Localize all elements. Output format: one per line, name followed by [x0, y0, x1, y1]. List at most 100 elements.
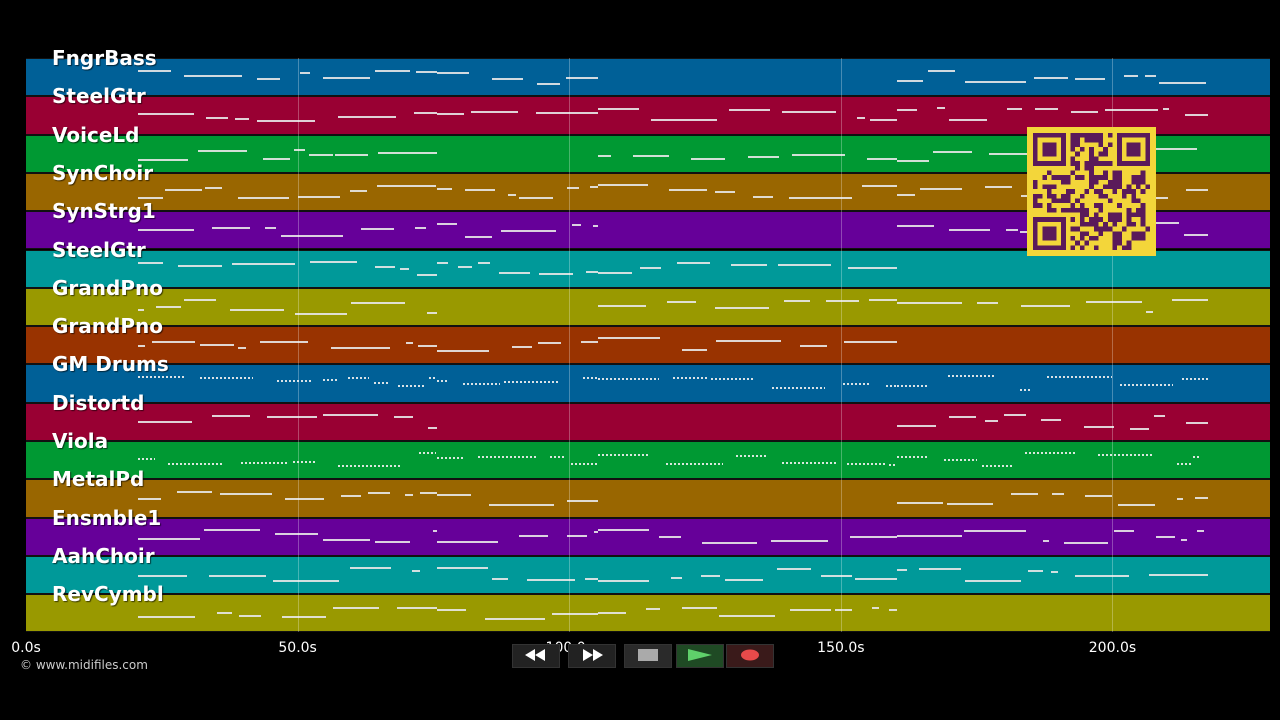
note-segment — [413, 112, 437, 115]
note-segment — [200, 377, 254, 380]
note-segment — [639, 266, 661, 269]
note-segment — [499, 271, 531, 274]
note-segment — [405, 494, 413, 497]
record-button[interactable] — [726, 644, 774, 668]
note-segment — [1074, 574, 1130, 577]
note-segment — [464, 188, 496, 191]
note-segment — [1075, 78, 1106, 80]
note-segment — [896, 456, 929, 458]
note-segment — [1063, 541, 1108, 544]
fast-forward-button[interactable] — [568, 644, 616, 668]
note-segment — [896, 80, 923, 82]
note-segment — [1194, 497, 1208, 500]
note-segment — [398, 385, 425, 388]
note-segment — [340, 495, 361, 498]
note-segment — [1083, 425, 1114, 428]
note-segment — [209, 574, 266, 577]
time-tick-label: 150.0s — [817, 640, 865, 656]
note-segment — [378, 151, 437, 154]
note-segment — [777, 567, 812, 570]
note-segment — [551, 613, 599, 616]
note-segment — [436, 261, 448, 264]
note-segment — [322, 538, 371, 541]
track-label: SteelGtr — [52, 237, 146, 262]
qr-code-icon[interactable] — [1027, 127, 1156, 256]
note-segment — [137, 158, 189, 161]
note-segment — [943, 459, 977, 461]
note-segment — [566, 77, 599, 79]
note-segment — [800, 345, 827, 348]
note-segment — [965, 579, 1021, 582]
note-segment — [137, 420, 193, 423]
note-segment — [294, 148, 306, 151]
note-segment — [1132, 147, 1198, 150]
note-segment — [168, 463, 223, 465]
note-segment — [1019, 389, 1032, 392]
note-segment — [361, 228, 395, 231]
note-segment — [1146, 310, 1154, 313]
note-segment — [484, 618, 546, 621]
note-segment — [682, 607, 718, 610]
note-segment — [337, 116, 396, 119]
note-segment — [949, 415, 977, 418]
note-segment — [590, 185, 599, 188]
stop-button[interactable] — [624, 644, 672, 668]
note-segment — [1084, 495, 1112, 498]
note-segment — [584, 577, 599, 580]
note-segment — [791, 153, 845, 156]
note-segment — [436, 566, 488, 569]
note-segment — [137, 537, 201, 540]
note-segment — [416, 71, 437, 73]
note-segment — [571, 224, 582, 227]
note-segment — [537, 342, 562, 345]
note-segment — [257, 120, 315, 123]
note-segment — [716, 340, 782, 343]
note-segment — [1113, 529, 1134, 532]
note-segment — [888, 464, 897, 466]
note-segment — [137, 70, 171, 72]
note-segment — [598, 378, 659, 381]
note-segment — [348, 377, 369, 380]
note-segment — [728, 109, 770, 112]
note-segment — [137, 113, 195, 116]
note-segment — [731, 263, 767, 266]
note-segment — [155, 305, 182, 308]
note-segment — [659, 535, 681, 538]
note-segment — [178, 264, 222, 267]
note-segment — [322, 413, 378, 416]
note-segment — [197, 149, 247, 152]
note-segment — [964, 529, 1027, 532]
note-segment — [492, 78, 524, 80]
note-segment — [436, 540, 498, 543]
note-segment — [781, 462, 839, 464]
note-segment — [598, 108, 640, 111]
note-segment — [415, 227, 427, 230]
note-segment — [928, 70, 956, 72]
note-segment — [477, 261, 491, 264]
note-segment — [872, 607, 880, 610]
note-segment — [418, 345, 437, 348]
note-segment — [570, 463, 599, 465]
note-segment — [436, 187, 453, 190]
rewind-button[interactable] — [512, 644, 560, 668]
play-button[interactable] — [676, 644, 724, 668]
time-tick-label: 50.0s — [278, 640, 317, 656]
note-segment — [1185, 421, 1208, 424]
track-label: Distortd — [52, 390, 145, 415]
note-segment — [537, 83, 561, 85]
note-segment — [539, 272, 573, 275]
track-label: MetalPd — [52, 467, 145, 492]
note-segment — [418, 452, 436, 454]
note-segment — [1130, 427, 1150, 430]
note-segment — [406, 342, 414, 345]
note-segment — [417, 273, 437, 276]
note-segment — [411, 569, 420, 572]
note-segment — [932, 150, 973, 153]
note-segment — [700, 574, 720, 577]
note-segment — [470, 111, 518, 114]
note-segment — [867, 157, 897, 160]
note-segment — [217, 612, 232, 615]
note-segment — [715, 306, 769, 309]
note-segment — [849, 535, 897, 538]
note-segment — [857, 117, 865, 120]
